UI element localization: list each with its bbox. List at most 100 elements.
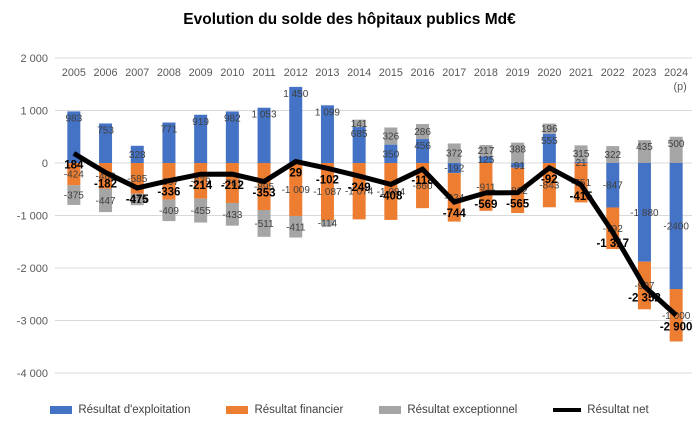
bar-value-label: 328	[129, 150, 146, 161]
bar-segment	[479, 156, 493, 163]
bar-value-label: 983	[66, 113, 83, 124]
x-axis-year-label: 2007	[125, 67, 149, 79]
bar-value-label: 141	[351, 119, 368, 130]
net-value-label: -353	[253, 188, 276, 200]
bar-value-label: -895	[254, 182, 274, 193]
y-axis-tick-label: 2 000	[20, 53, 48, 65]
bar-value-label: 771	[161, 125, 178, 136]
net-value-label: -1 317	[596, 238, 629, 250]
legend-label-net: Résultat net	[587, 404, 649, 416]
x-axis-provisional-label: (p)	[674, 81, 687, 93]
bar-value-label: 388	[509, 145, 526, 156]
x-axis-year-label: 2015	[379, 67, 403, 79]
bar-value-label: -911	[476, 182, 496, 193]
y-axis-tick-label: -2 000	[17, 263, 48, 275]
bar-segment	[669, 163, 683, 289]
legend-item-exploitation: Résultat d'exploitation	[50, 404, 190, 416]
bar-value-label: -847	[603, 181, 623, 192]
y-axis-tick-label: 1 000	[20, 106, 48, 118]
x-axis-year-label: 2022	[601, 67, 625, 79]
x-axis-year-label: 2021	[569, 67, 593, 79]
x-axis-year-label: 2017	[442, 67, 466, 79]
net-value-label: -214	[189, 180, 213, 192]
bar-segment	[162, 199, 176, 222]
bar-value-label: 919	[192, 117, 209, 128]
legend-label-exceptionnel: Résultat exceptionnel	[407, 404, 518, 416]
x-axis-year-label: 2013	[315, 67, 339, 79]
bar-value-label: -447	[96, 196, 116, 207]
net-value-label: -475	[126, 194, 150, 206]
bar-segment	[289, 163, 303, 216]
bar-segment	[352, 119, 366, 128]
bar-segment	[574, 145, 588, 162]
bar-segment	[447, 163, 461, 174]
net-value-label: 184	[64, 159, 84, 171]
net-value-label: -92	[541, 174, 558, 186]
bar-segment	[162, 122, 176, 163]
bar-segment	[67, 111, 81, 163]
legend-swatch-net-line	[553, 408, 582, 412]
bar-segment	[511, 142, 525, 163]
bar-value-label: -1 009	[282, 185, 311, 196]
bar-value-label: 1 099	[315, 107, 340, 118]
bar-segment	[384, 163, 398, 220]
bar-segment	[99, 188, 113, 213]
bar-segment	[416, 139, 430, 163]
bar-value-label: -843	[539, 181, 559, 192]
bar-value-label: 326	[383, 132, 400, 143]
x-axis-year-label: 2019	[506, 67, 530, 79]
x-axis-year-label: 2014	[347, 67, 371, 79]
bar-segment	[542, 123, 556, 134]
y-axis-tick-label: -4 000	[17, 368, 48, 380]
chart-canvas: 2 000 1 000 0 -1 000 -2 000 -3 000 -4 000 2005 2…	[17, 53, 693, 380]
x-axis-year-label: 2011	[252, 67, 275, 79]
bar-segment	[130, 145, 144, 163]
net-value-label: -415	[570, 191, 594, 203]
bar-value-label: 315	[573, 149, 590, 160]
bar-segment	[67, 185, 81, 205]
bar-value-label: 372	[446, 149, 463, 160]
bar-segment	[130, 193, 144, 206]
net-value-label: -212	[221, 180, 244, 192]
bar-value-label: -91	[510, 161, 525, 172]
bar-segment	[447, 173, 461, 222]
bar-segment	[479, 163, 493, 211]
bar-segment	[225, 202, 239, 226]
bar-segment	[352, 127, 366, 163]
legend-swatch-exploitation	[50, 406, 73, 414]
bar-segment	[384, 144, 398, 163]
bar-segment	[257, 163, 271, 210]
bar-segment	[289, 215, 303, 238]
chart-title: Evolution du solde des hôpitaux publics …	[183, 11, 516, 28]
x-axis-year-label: 2020	[537, 67, 561, 79]
bar-value-label: 286	[414, 127, 431, 138]
y-axis-tick-label: -3 000	[17, 316, 48, 328]
bar-value-label: -455	[191, 206, 211, 217]
bar-value-label: -433	[222, 210, 242, 221]
x-axis-year-label: 2005	[62, 67, 86, 79]
net-value-label: -565	[506, 199, 530, 211]
bar-segment	[67, 163, 81, 186]
bar-value-label: 1 053	[252, 110, 277, 121]
bar-value-label: -1 880	[630, 208, 659, 219]
bar-value-label: -488	[96, 171, 116, 182]
bar-value-label: -219	[127, 195, 147, 206]
bar-segment	[606, 146, 620, 163]
net-value-label: 29	[289, 167, 302, 179]
net-value-label: -182	[94, 179, 117, 191]
legend-item-financier: Résultat financier	[226, 404, 343, 416]
x-axis-year-label: 2012	[284, 67, 308, 79]
net-value-label: -408	[379, 190, 403, 202]
bar-value-label: -114	[318, 219, 338, 230]
legend-label-financier: Résultat financier	[254, 404, 344, 416]
bar-segment	[99, 123, 113, 163]
x-axis-year-label: 2009	[189, 67, 213, 79]
bar-segment	[542, 163, 556, 208]
bar-value-label: 982	[224, 113, 241, 124]
x-axis-year-label: 2024	[664, 67, 688, 79]
bar-value-label: -1 074	[345, 187, 374, 198]
bar-value-label: 196	[541, 124, 558, 135]
bar-value-label: -679	[191, 176, 211, 187]
bar-value-label: -585	[127, 174, 147, 185]
